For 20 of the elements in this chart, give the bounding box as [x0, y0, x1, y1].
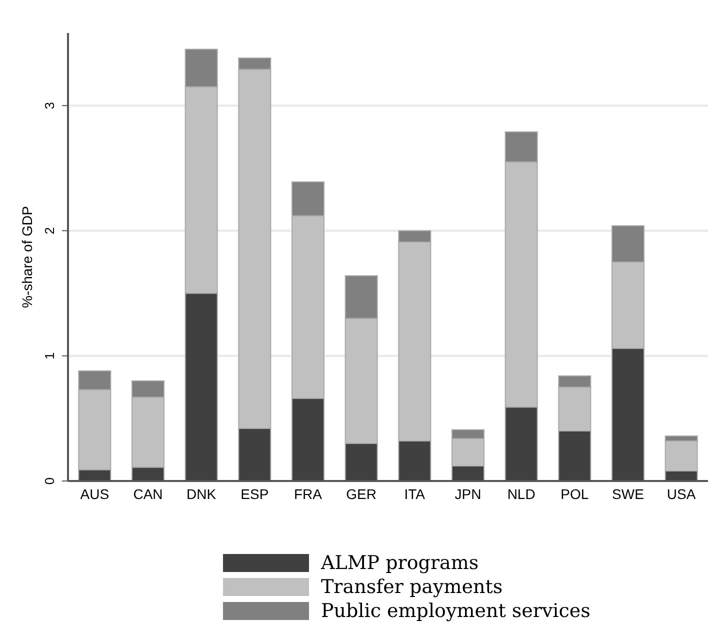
x-tick-label: AUS	[80, 486, 110, 502]
x-tick-label: SWE	[612, 486, 644, 502]
x-tick-label: POL	[560, 486, 589, 502]
legend-label: Transfer payments	[321, 576, 503, 598]
x-tick-label: ESP	[240, 486, 269, 502]
x-tick-label: ITA	[404, 486, 426, 502]
y-tick-label: 1	[42, 352, 57, 360]
x-tick-label: NLD	[507, 486, 536, 502]
y-tick-label: 3	[42, 102, 57, 110]
x-tick-label: DNK	[186, 486, 217, 502]
legend-label: Public employment services	[321, 600, 590, 622]
x-tick-label: GER	[346, 486, 377, 502]
legend-label: ALMP programs	[321, 552, 479, 574]
y-axis-title: %-share of GDP	[18, 206, 35, 308]
y-tick-label: 0	[42, 477, 57, 485]
x-tick-label: JPN	[454, 486, 482, 502]
x-tick-label: FRA	[294, 486, 323, 502]
y-tick-label: 2	[42, 227, 57, 234]
x-tick-label: USA	[666, 486, 696, 502]
x-tick-label: CAN	[133, 486, 163, 502]
